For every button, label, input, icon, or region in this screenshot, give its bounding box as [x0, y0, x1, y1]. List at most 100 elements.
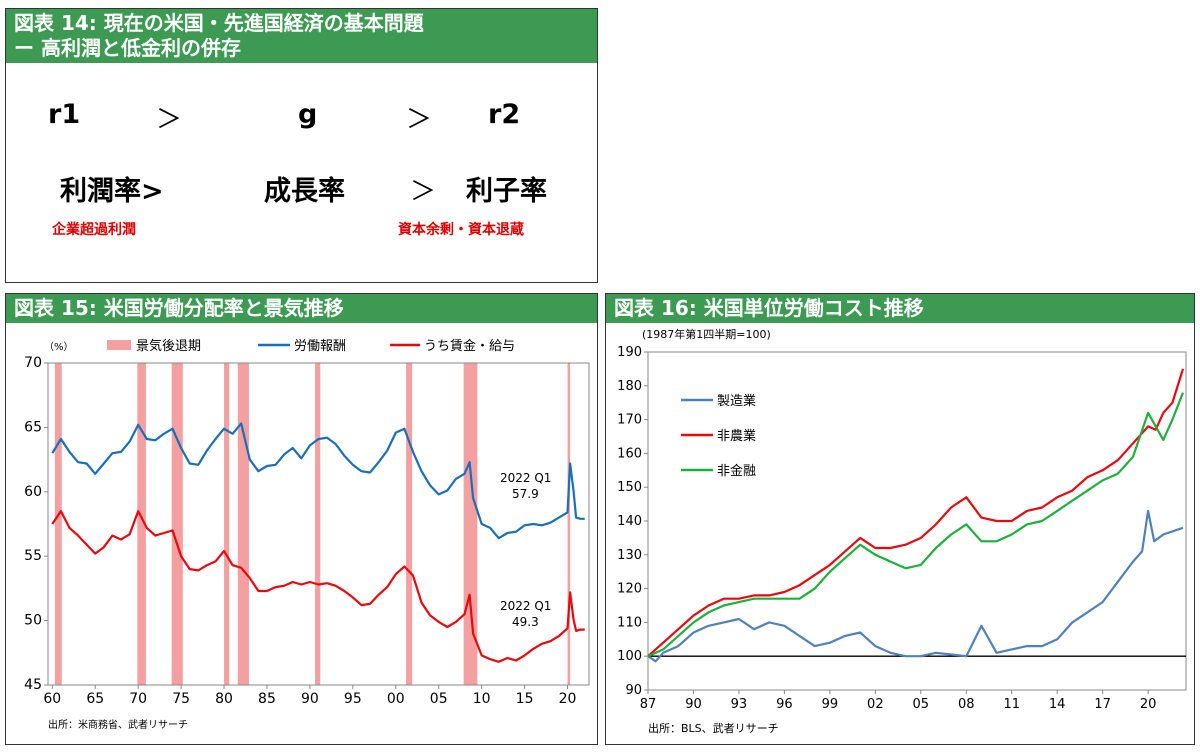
y-tick-label: 120 [617, 582, 642, 597]
annotation-compensation-value: 57.9 [512, 487, 539, 501]
legend-recession-label: 景気後退期 [136, 338, 201, 354]
gt-symbol-1: ＞ [156, 105, 183, 135]
series-line-うち賃金・給与 [51, 510, 585, 663]
x-tick-label: 90 [301, 691, 319, 707]
y-tick-label: 110 [617, 615, 642, 630]
x-tick-label: 85 [258, 691, 276, 707]
x-tick-label: 65 [86, 691, 104, 707]
panel-14-title-line1: 図表 14: 現在の米国・先進国経済の基本問題 [14, 11, 424, 35]
x-tick-label: 11 [1003, 697, 1020, 712]
y-tick-label: 130 [617, 548, 642, 563]
x-tick-label: 14 [1049, 697, 1066, 712]
x-tick-label: 96 [776, 697, 793, 712]
chart-16-source: 出所：BLS、武者リサーチ [648, 721, 779, 735]
annotation-wages-value: 49.3 [512, 615, 539, 629]
chart-16-unit: (1987年第1四半期=100) [642, 327, 771, 341]
x-tick-label: 02 [867, 697, 884, 712]
legend-wages-label: うち賃金・給与 [424, 338, 515, 354]
y-tick-label: 55 [24, 548, 42, 564]
gt-symbol-3: ＞ [410, 177, 437, 207]
panel-14: 図表 14: 現在の米国・先進国経済の基本問題 ー 高利潤と低金利の併存 r1 … [5, 8, 598, 283]
x-tick-label: 99 [822, 697, 839, 712]
chart-15-source: 出所：米商務省、武者リサーチ [48, 718, 188, 731]
recession-band [567, 363, 571, 685]
chart-15-annotations: 2022 Q1 57.9 2022 Q1 49.3 [500, 471, 551, 629]
panel-14-title-line2: ー 高利潤と低金利の併存 [14, 36, 241, 60]
recession-band [406, 363, 413, 685]
series-line-労働報酬 [51, 422, 585, 540]
chart-15-axes: 45 50 55 60 65 70 60 65 70 75 80 85 90 95 00 05 10 15 20 [24, 355, 590, 707]
x-tick-label: 00 [387, 691, 405, 707]
x-tick-label: 60 [43, 691, 61, 707]
x-tick-label: 87 [640, 697, 657, 712]
panel-14-header: 図表 14: 現在の米国・先進国経済の基本問題 ー 高利潤と低金利の併存 [6, 9, 597, 63]
chart-16-lines [647, 368, 1185, 663]
x-tick-label: 15 [516, 691, 534, 707]
x-tick-label: 05 [913, 697, 930, 712]
x-tick-label: 05 [430, 691, 448, 707]
x-tick-label: 08 [958, 697, 975, 712]
interest-rate-label: 利子率 [466, 176, 547, 207]
y-tick-label: 65 [24, 419, 42, 435]
legend-nonfinancial-label: 非金融 [717, 463, 756, 479]
panel-16-header: 図表 16: 米国単位労働コスト推移 [606, 294, 1194, 323]
y-tick-label: 90 [625, 683, 642, 698]
panel-15: 図表 15: 米国労働分配率と景気推移 （%） 景気後退期 労働報酬 うち賃金・… [5, 293, 598, 745]
x-tick-label: 90 [685, 697, 702, 712]
growth-rate-label: 成長率 [264, 176, 345, 207]
recession-band [54, 363, 62, 685]
g-label: g [298, 99, 318, 130]
x-tick-label: 93 [731, 697, 748, 712]
x-tick-label: 17 [1094, 697, 1111, 712]
annotation-wages-label: 2022 Q1 [500, 599, 551, 613]
recession-band [137, 363, 146, 685]
recession-band [224, 363, 230, 685]
x-tick-label: 20 [1140, 697, 1157, 712]
y-tick-label: 140 [617, 514, 642, 529]
profit-rate-label: 利潤率> [60, 176, 164, 207]
labor-share-chart: （%） 景気後退期 労働報酬 うち賃金・給与 45 50 55 60 65 70 60 65 7… [24, 338, 590, 731]
series-line-非農業 [647, 368, 1185, 658]
r2-label: r2 [488, 99, 521, 130]
x-tick-label: 75 [172, 691, 190, 707]
chart-15-lines [51, 422, 585, 663]
y-tick-label: 50 [24, 613, 42, 629]
recession-band [315, 363, 321, 685]
annotation-compensation-label: 2022 Q1 [500, 471, 551, 485]
panel-15-header: 図表 15: 米国労働分配率と景気推移 [6, 294, 597, 323]
chart-15-unit: （%） [44, 341, 74, 353]
x-tick-label: 70 [129, 691, 147, 707]
y-tick-label: 100 [617, 649, 642, 664]
legend-manufacturing-label: 製造業 [717, 393, 756, 409]
y-tick-label: 70 [24, 355, 42, 371]
recession-bands [54, 363, 571, 685]
series-line-非金融 [647, 392, 1185, 658]
chart-16-legend: 製造業 非農業 非金融 [681, 393, 756, 479]
y-tick-label: 150 [617, 480, 642, 495]
note-left: 企業超過利潤 [52, 222, 136, 238]
legend-nonfarm-label: 非農業 [717, 428, 756, 444]
series-line-製造業 [647, 509, 1184, 663]
x-tick-label: 10 [473, 691, 491, 707]
y-tick-label: 45 [24, 677, 42, 693]
chart-15-legend: 景気後退期 労働報酬 うち賃金・給与 [107, 338, 515, 354]
r1-label: r1 [48, 99, 81, 130]
x-tick-label: 20 [559, 691, 577, 707]
legend-recession-swatch [107, 340, 131, 350]
recession-band [171, 363, 183, 685]
legend-compensation-label: 労働報酬 [294, 339, 346, 354]
panel-16: 図表 16: 米国単位労働コスト推移 (1987年第1四半期=100) 製造業 … [605, 293, 1195, 745]
y-tick-label: 60 [24, 484, 42, 500]
y-tick-label: 180 [617, 379, 642, 394]
unit-labor-cost-chart: (1987年第1四半期=100) 製造業 非農業 非金融 90 100 110 120… [617, 327, 1187, 735]
y-tick-label: 190 [617, 345, 642, 360]
x-tick-label: 95 [344, 691, 362, 707]
note-right: 資本余剰・資本退蔵 [398, 222, 524, 238]
recession-band [237, 363, 249, 685]
y-tick-label: 170 [617, 413, 642, 428]
gt-symbol-2: ＞ [406, 105, 433, 135]
x-tick-label: 80 [215, 691, 233, 707]
y-tick-label: 160 [617, 446, 642, 461]
plot-frame [47, 362, 590, 686]
